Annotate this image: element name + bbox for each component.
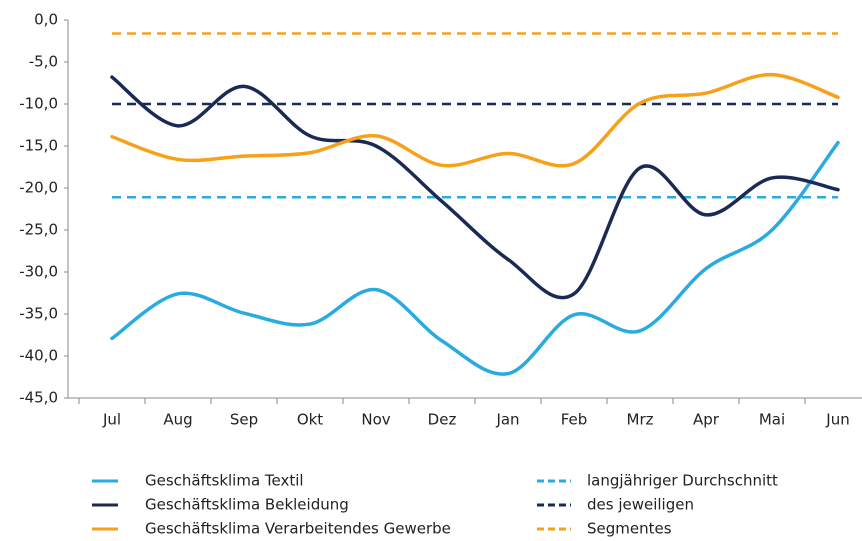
x-tick-label: Nov: [361, 411, 390, 429]
x-tick-label: Jun: [825, 411, 849, 429]
y-tick-label: -20,0: [19, 179, 58, 197]
y-tick-label: -45,0: [19, 389, 58, 407]
y-tick-label: -25,0: [19, 221, 58, 239]
y-tick-label: -10,0: [19, 95, 58, 113]
series-line: [110, 140, 840, 376]
series-line: [110, 72, 840, 168]
legend-label: Geschäftsklima Bekleidung: [145, 496, 349, 514]
x-tick-label: Aug: [163, 411, 192, 429]
y-tick-label: 0,0: [34, 11, 58, 29]
legend-label: Geschäftsklima Verarbeitendes Gewerbe: [145, 520, 451, 538]
x-tick-label: Dez: [428, 411, 457, 429]
y-tick-label: -15,0: [19, 137, 58, 155]
x-tick-label: Jan: [495, 411, 519, 429]
x-tick-label: Sep: [230, 411, 258, 429]
x-tick-label: Mrz: [627, 411, 654, 429]
y-tick-label: -40,0: [19, 347, 58, 365]
y-tick-label: -35,0: [19, 305, 58, 323]
x-tick-label: Apr: [693, 411, 720, 429]
legend-label: Segmentes: [587, 520, 672, 538]
y-tick-label: -30,0: [19, 263, 58, 281]
x-tick-label: Jul: [102, 411, 121, 429]
x-tick-label: Feb: [561, 411, 588, 429]
legend-label: des jeweiligen: [587, 496, 694, 514]
legend-label: langjähriger Durchschnitt: [587, 472, 778, 490]
series-line: [110, 75, 840, 300]
x-tick-label: Mai: [759, 411, 785, 429]
y-tick-label: -5,0: [29, 53, 58, 71]
legend-label: Geschäftsklima Textil: [145, 472, 304, 490]
x-tick-label: Okt: [297, 411, 323, 429]
